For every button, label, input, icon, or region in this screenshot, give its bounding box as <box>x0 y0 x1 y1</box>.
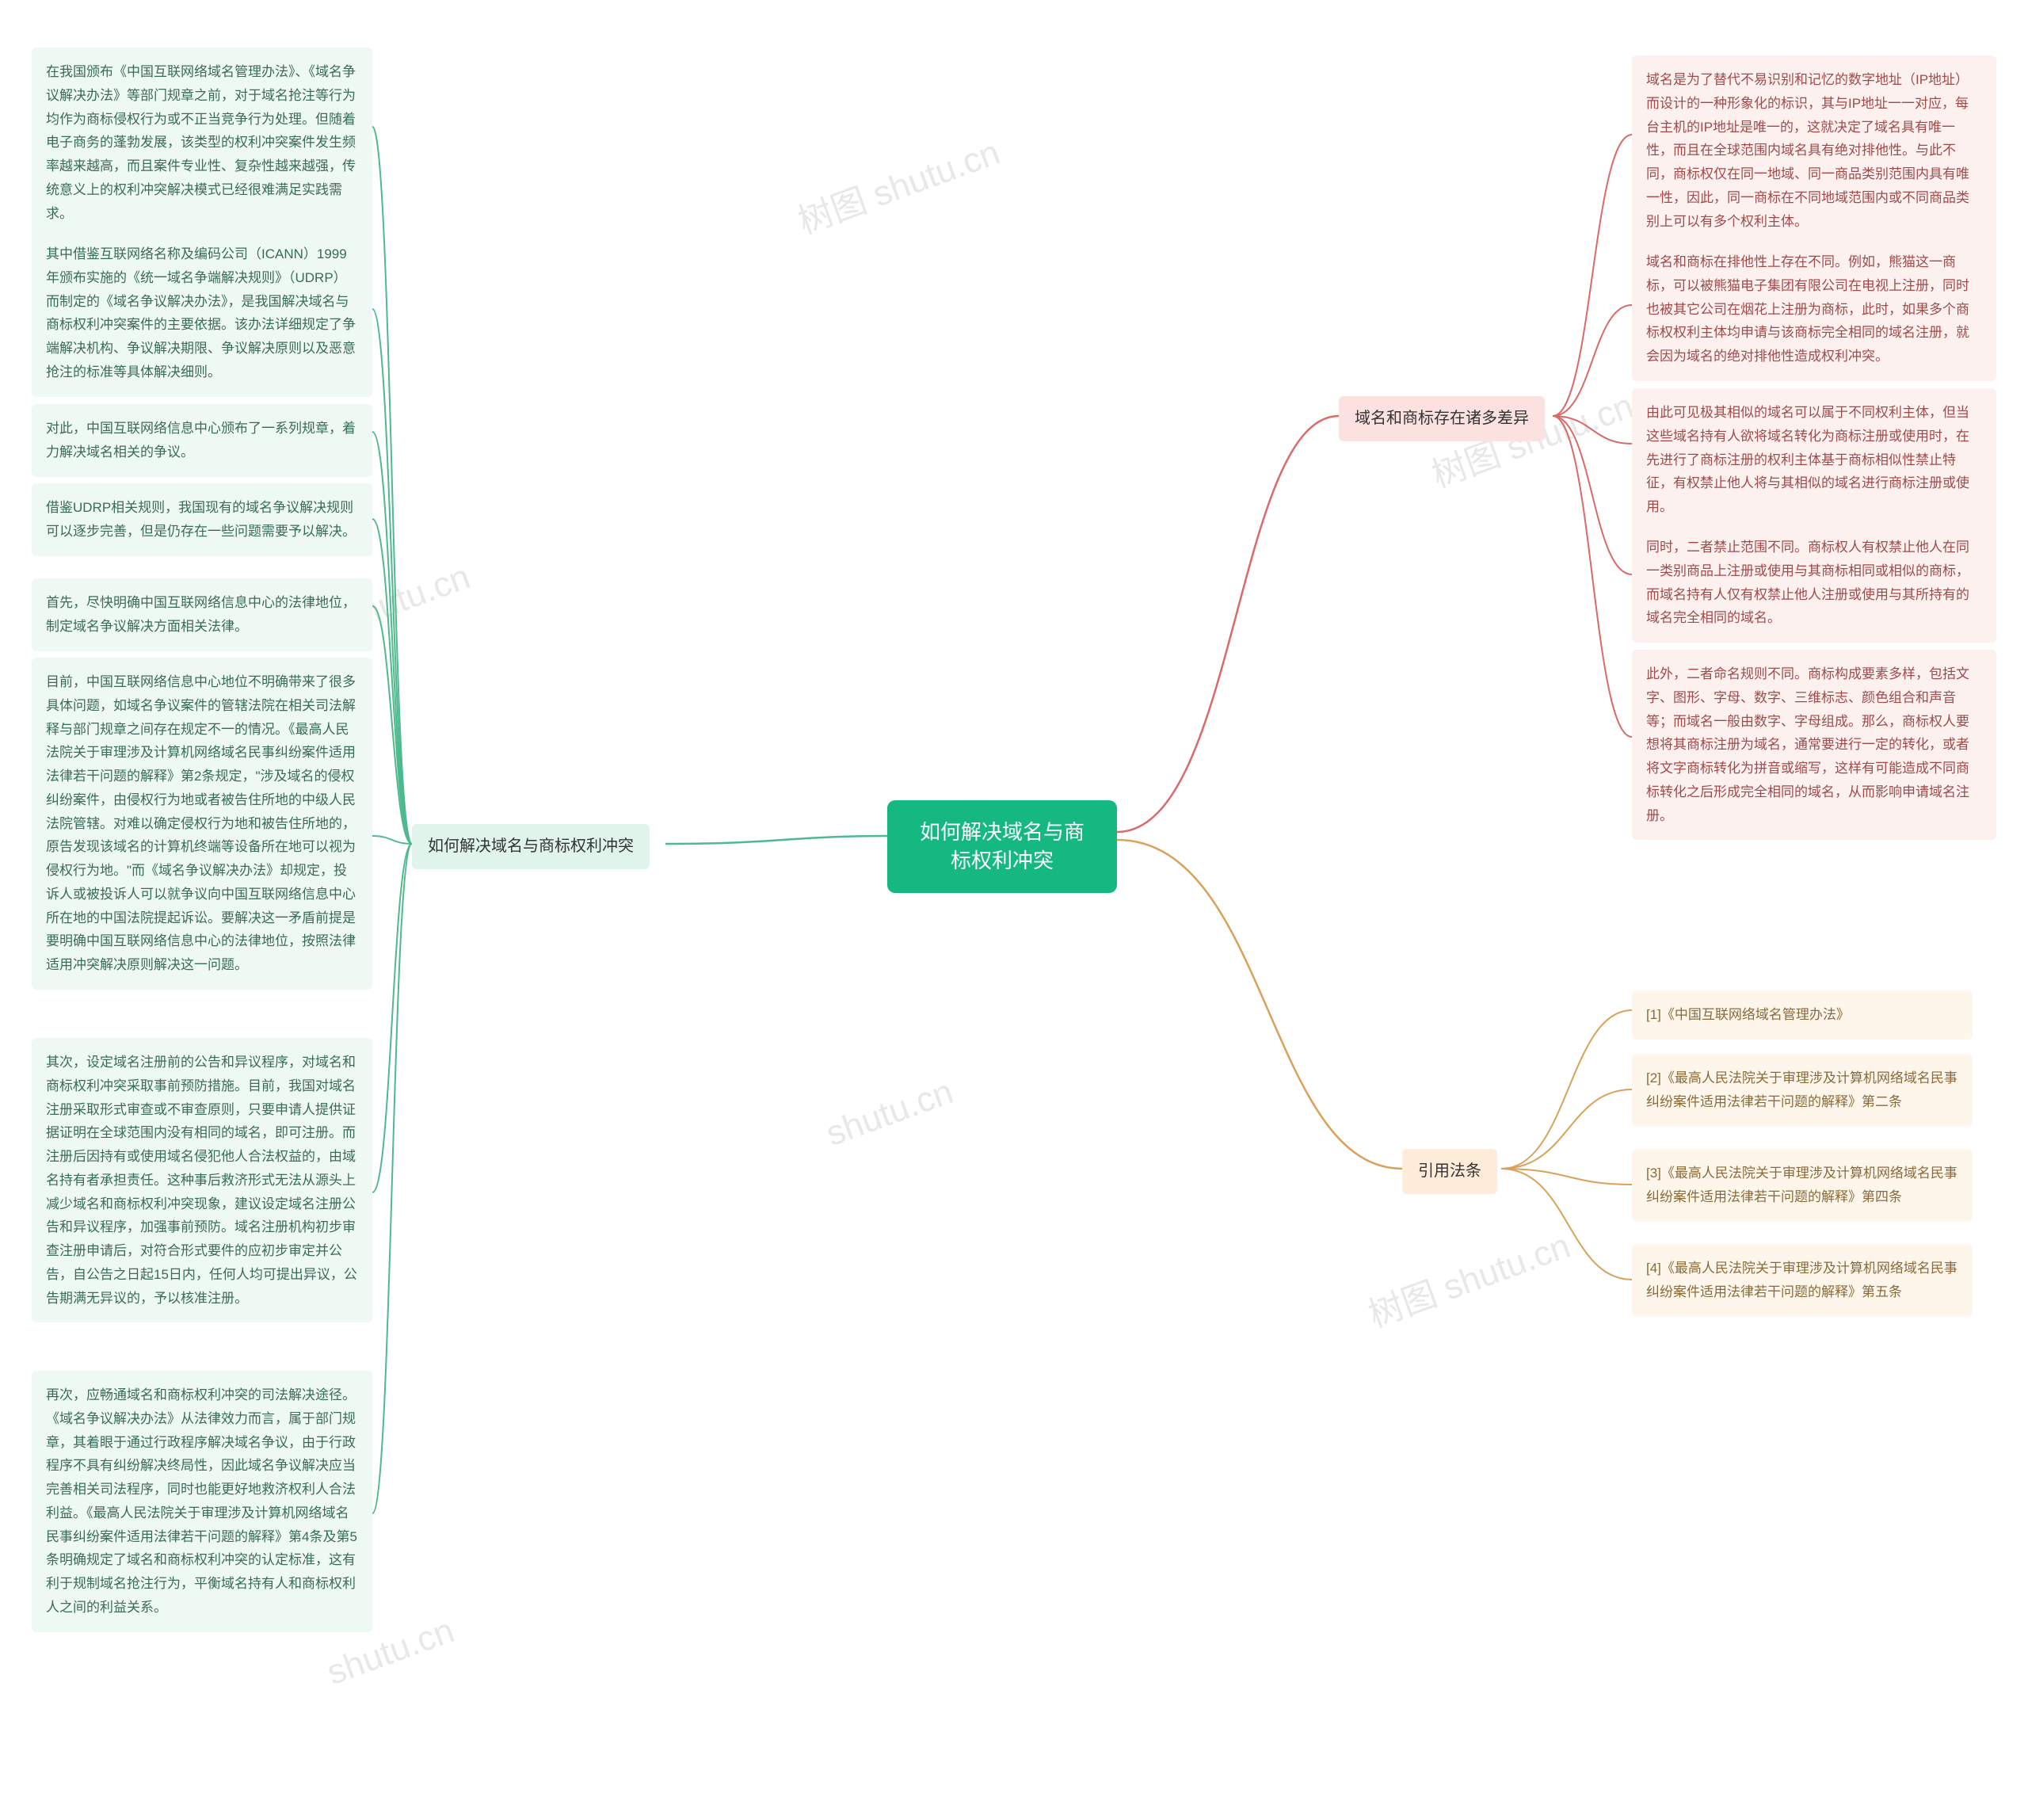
leaf-green-3[interactable]: 对此，中国互联网络信息中心颁布了一系列规章，着力解决域名相关的争议。 <box>32 404 372 477</box>
watermark: 树图 shutu.cn <box>1360 1217 1576 1337</box>
leaf-red-2[interactable]: 域名和商标在排他性上存在不同。例如，熊猫这一商标，可以被熊猫电子集团有限公司在电… <box>1632 238 1996 381</box>
leaf-green-7[interactable]: 其次，设定域名注册前的公告和异议程序，对域名和商标权利冲突采取事前预防措施。目前… <box>32 1038 372 1322</box>
leaf-green-4[interactable]: 借鉴UDRP相关规则，我国现有的域名争议解决规则可以逐步完善，但是仍存在一些问题… <box>32 483 372 556</box>
leaf-green-5[interactable]: 首先，尽快明确中国互联网络信息中心的法律地位，制定域名争议解决方面相关法律。 <box>32 578 372 651</box>
leaf-orange-1[interactable]: [1]《中国互联网络域名管理办法》 <box>1632 990 1973 1040</box>
leaf-red-5[interactable]: 此外，二者命名规则不同。商标构成要素多样，包括文字、图形、字母、数字、三维标志、… <box>1632 650 1996 840</box>
leaf-green-1[interactable]: 在我国颁布《中国互联网络域名管理办法》、《域名争议解决办法》等部门规章之前，对于… <box>32 48 372 238</box>
leaf-green-8[interactable]: 再次，应畅通域名和商标权利冲突的司法解决途径。《域名争议解决办法》从法律效力而言… <box>32 1371 372 1632</box>
watermark: 树图 shutu.cn <box>790 124 1005 243</box>
leaf-red-4[interactable]: 同时，二者禁止范围不同。商标权人有权禁止他人在同一类别商品上注册或使用与其商标相… <box>1632 523 1996 643</box>
leaf-red-3[interactable]: 由此可见极其相似的域名可以属于不同权利主体，但当这些域名持有人欲将域名转化为商标… <box>1632 388 1996 532</box>
leaf-orange-3[interactable]: [3]《最高人民法院关于审理涉及计算机网络域名民事纠纷案件适用法律若干问题的解释… <box>1632 1149 1973 1222</box>
branch-domain-trademark-diff[interactable]: 域名和商标存在诸多差异 <box>1339 396 1545 441</box>
watermark: shutu.cn <box>821 1072 958 1154</box>
leaf-orange-4[interactable]: [4]《最高人民法院关于审理涉及计算机网络域名民事纠纷案件适用法律若干问题的解释… <box>1632 1244 1973 1317</box>
branch-cited-laws[interactable]: 引用法条 <box>1402 1149 1497 1194</box>
leaf-green-2[interactable]: 其中借鉴互联网络名称及编码公司（ICANN）1999年颁布实施的《统一域名争端解… <box>32 230 372 397</box>
leaf-green-6[interactable]: 目前，中国互联网络信息中心地位不明确带来了很多具体问题，如域名争议案件的管辖法院… <box>32 658 372 990</box>
branch-how-to-resolve[interactable]: 如何解决域名与商标权利冲突 <box>412 824 650 869</box>
leaf-red-1[interactable]: 域名是为了替代不易识别和记忆的数字地址（IP地址）而设计的一种形象化的标识，其与… <box>1632 55 1996 246</box>
leaf-orange-2[interactable]: [2]《最高人民法院关于审理涉及计算机网络域名民事纠纷案件适用法律若干问题的解释… <box>1632 1054 1973 1127</box>
mindmap-root[interactable]: 如何解决域名与商标权利冲突 <box>887 800 1117 893</box>
